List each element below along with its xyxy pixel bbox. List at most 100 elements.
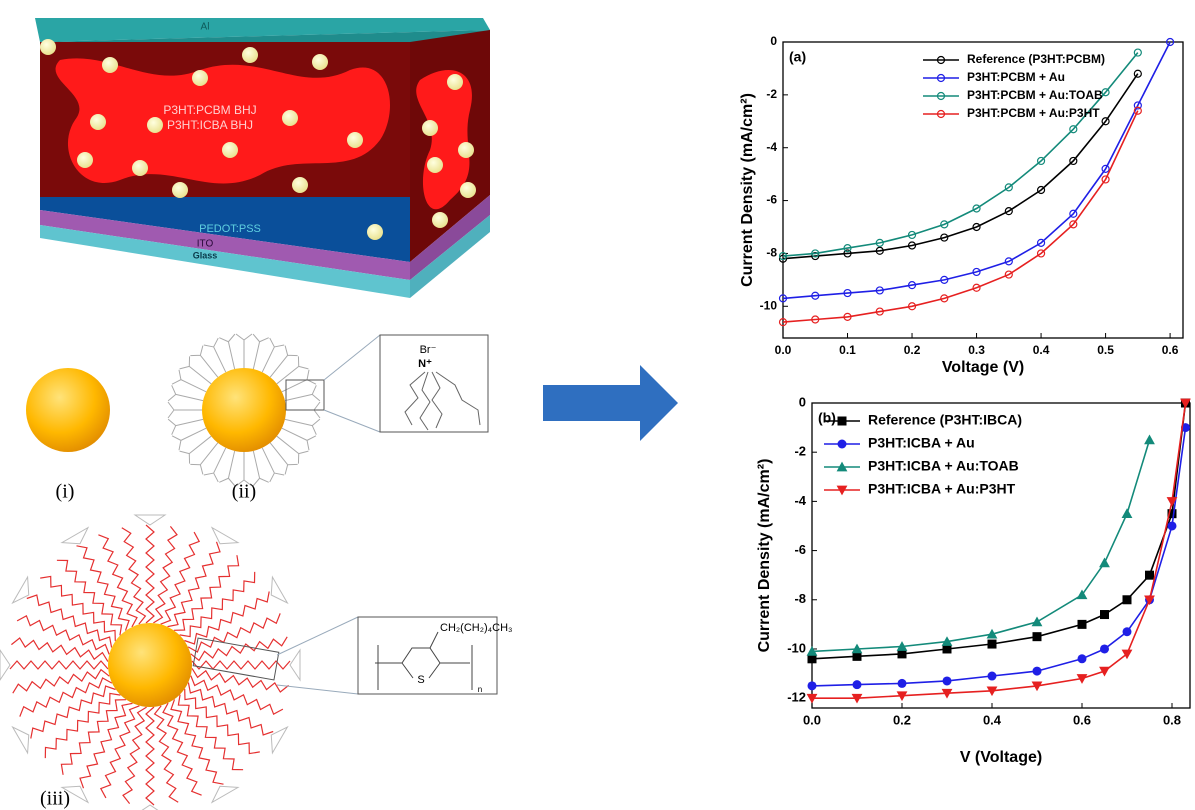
x-tick-label: 0.4 — [983, 712, 1002, 727]
polymer-chain — [180, 572, 255, 637]
polymer-chain — [188, 613, 280, 652]
chain-end — [62, 528, 88, 544]
nanoparticle — [347, 132, 363, 148]
particle-label: (ii) — [232, 481, 256, 503]
chain-end — [13, 577, 29, 603]
nanoparticle — [132, 160, 148, 176]
legend-label: Reference (P3HT:PCBM) — [967, 52, 1105, 66]
chain-end — [135, 515, 165, 525]
legend-label: Reference (P3HT:IBCA) — [868, 412, 1022, 428]
polymer-chain — [146, 525, 154, 623]
au-particle — [108, 623, 192, 707]
legend-label: P3HT:ICBA + Au — [868, 435, 975, 451]
particle-label: (iii) — [40, 788, 70, 810]
layer-label: P3HT:ICBA BHJ — [167, 118, 253, 132]
layer-label: P3HT:PCBM BHJ — [163, 103, 256, 117]
data-point — [988, 640, 997, 649]
polymer-chain — [45, 693, 120, 758]
nanoparticle — [367, 224, 383, 240]
polymer-chain — [191, 637, 288, 661]
y-tick-label: -10 — [760, 298, 778, 312]
chain-label: CH₂(CH₂)₄CH₃ — [440, 622, 513, 634]
legend-label: P3HT:PCBM + Au:TOAB — [967, 88, 1103, 102]
figure: Al P3HT:PCBM BHJ P3HT:ICBA BHJ PEDOT:PSS… — [0, 0, 1195, 810]
data-point — [1145, 571, 1154, 580]
data-point — [1078, 620, 1087, 629]
x-tick-label: 0.1 — [839, 343, 856, 357]
ligand — [172, 370, 206, 392]
zoom-line — [324, 335, 380, 380]
y-tick-label: -8 — [794, 591, 806, 606]
chain-end — [13, 727, 29, 753]
ligand — [262, 338, 284, 372]
data-point — [1123, 627, 1132, 636]
data-point — [838, 417, 847, 426]
nanoparticle — [222, 142, 238, 158]
ligand — [172, 428, 206, 450]
repeat-label: n — [478, 685, 482, 694]
data-point — [1122, 650, 1133, 660]
data-point — [1033, 632, 1042, 641]
data-point — [1078, 654, 1087, 663]
atom-label: S — [417, 674, 424, 686]
nanoparticle — [192, 70, 208, 86]
layer-label: PEDOT:PSS — [199, 223, 261, 235]
panel-label: (b) — [818, 410, 836, 426]
layer-label: Glass — [193, 250, 218, 260]
nanoparticle — [458, 142, 474, 158]
layer-label: Al — [201, 22, 210, 33]
legend-label: P3HT:ICBA + Au:TOAB — [868, 458, 1019, 474]
zoom-line — [324, 410, 380, 432]
nanoparticle — [147, 117, 163, 133]
ligand — [262, 448, 284, 482]
polymer-chain — [174, 555, 239, 630]
data-point — [1100, 610, 1109, 619]
x-tick-label: 0.6 — [1162, 343, 1179, 357]
nanoparticle — [312, 54, 328, 70]
legend-label: P3HT:PCBM + Au:P3HT — [967, 106, 1100, 120]
data-point — [1032, 617, 1043, 627]
series-line — [783, 53, 1138, 257]
y-tick-label: -12 — [787, 690, 806, 705]
y-axis-label: Current Density (mA/cm²) — [739, 93, 756, 287]
polymer-chain — [13, 670, 110, 694]
data-point — [1134, 49, 1141, 56]
ligand — [204, 448, 226, 482]
nanoparticle — [282, 110, 298, 126]
x-tick-label: 0.2 — [904, 343, 921, 357]
polymer-chain — [20, 678, 112, 717]
zoom-box — [286, 380, 324, 410]
polymer-chain — [163, 703, 202, 795]
nanoparticle — [432, 212, 448, 228]
y-tick-label: -4 — [794, 493, 806, 508]
x-tick-label: 0.4 — [1033, 343, 1050, 357]
y-tick-label: -10 — [787, 640, 806, 655]
ligand — [236, 334, 252, 368]
nanoparticle — [422, 120, 438, 136]
nanoparticle — [292, 177, 308, 193]
ligand — [190, 346, 217, 378]
data-point — [1122, 508, 1133, 518]
ligand — [190, 443, 217, 475]
x-tick-label: 0.3 — [968, 343, 985, 357]
chain-end — [0, 650, 10, 680]
polymer-chain — [57, 560, 122, 635]
legend-label: P3HT:PCBM + Au — [967, 70, 1065, 84]
polymer-chain — [61, 700, 126, 775]
polymer-chain — [185, 689, 260, 754]
ligand — [270, 346, 297, 378]
data-point — [1099, 557, 1110, 567]
y-tick-label: -2 — [766, 87, 777, 101]
ligand — [180, 356, 212, 383]
data-point — [1123, 595, 1132, 604]
polymer-chain — [10, 661, 108, 669]
ligand — [204, 338, 226, 372]
data-point — [1144, 434, 1155, 444]
polymer-chain — [146, 707, 154, 805]
x-tick-label: 0.0 — [803, 712, 821, 727]
data-point — [808, 681, 817, 690]
x-tick-label: 0.0 — [775, 343, 792, 357]
nanoparticle — [447, 74, 463, 90]
nanoparticle — [172, 182, 188, 198]
data-point — [1100, 644, 1109, 653]
